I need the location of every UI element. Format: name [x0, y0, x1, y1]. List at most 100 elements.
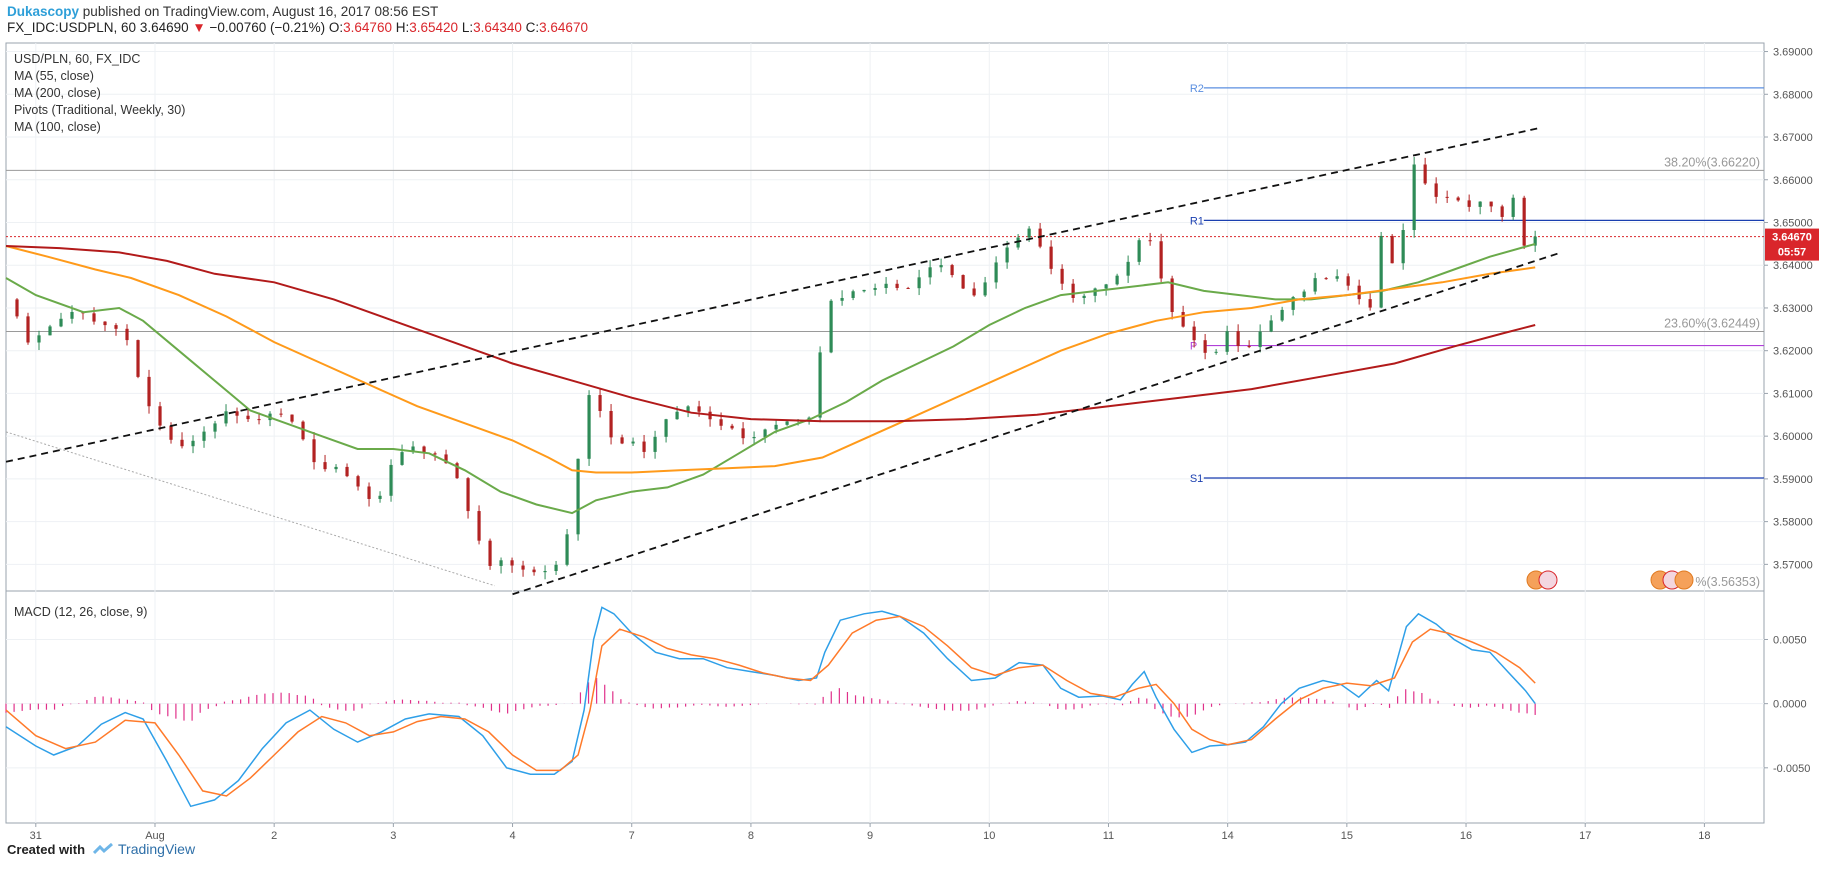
legend-pivots: Pivots (Traditional, Weekly, 30) [14, 103, 185, 117]
moving-averages [5, 242, 1536, 515]
publish-info: Dukascopy published on TradingView.com, … [7, 4, 438, 20]
time-tick-label: 15 [1341, 830, 1353, 842]
candle-body [422, 446, 426, 454]
candle-body [1445, 196, 1449, 198]
candle-body [1269, 320, 1273, 332]
time-tick-label: 9 [867, 830, 873, 842]
candle-body [37, 335, 41, 343]
open-label: O: [328, 20, 344, 35]
fib-levels: 38.20%(3.66220) 23.60%(3.62449) %(3.56353) [6, 155, 1764, 589]
channel-line [512, 251, 1562, 596]
candle-body [686, 406, 690, 412]
time-tick-label: 7 [629, 830, 635, 842]
macd-tick-label: 0.0050 [1773, 634, 1807, 646]
candle-body [1324, 278, 1328, 280]
price-tick-label: 3.57000 [1773, 559, 1813, 571]
candle-body [851, 291, 855, 298]
candle-body [1236, 331, 1240, 346]
trend-channel [5, 127, 1562, 596]
candle-body [1346, 276, 1350, 286]
candle-body [136, 340, 140, 377]
us-flag-icon[interactable] [1538, 570, 1558, 590]
candle-body [829, 300, 833, 353]
candle-body [1368, 299, 1372, 308]
price-tick-label: 3.64000 [1773, 260, 1813, 272]
tradingview-brand: TradingView [118, 841, 196, 857]
dotted-trend-line [5, 431, 495, 587]
candle-body [180, 439, 184, 447]
time-tick-label: 2 [271, 830, 277, 842]
price-tick-label: 3.63000 [1773, 303, 1813, 315]
time-tick-label: 8 [748, 830, 754, 842]
candle-body [653, 436, 657, 452]
candle-body [1005, 247, 1009, 263]
pivot-label: R1 [1190, 215, 1204, 227]
candle-body [257, 419, 261, 421]
candle-body [334, 466, 338, 470]
tradingview-link[interactable]: TradingView [93, 841, 195, 857]
candle-body [455, 463, 459, 479]
candle-body [1093, 288, 1097, 296]
open-value: 3.64760 [343, 20, 392, 35]
candle-body [972, 288, 976, 296]
down-arrow-icon: ▼ [192, 20, 206, 35]
macd-axis: 0.0050 0.0000 -0.0050 [1764, 634, 1810, 775]
candle-body [312, 439, 316, 463]
candle-body [1533, 236, 1537, 246]
price-tag-box [1765, 228, 1819, 261]
ma200-line [5, 245, 1536, 423]
candle-body [939, 265, 943, 268]
legend-ma55: MA (55, close) [14, 69, 94, 83]
candle-body [1412, 164, 1416, 231]
low-value: 3.64340 [473, 20, 522, 35]
legend-ma200: MA (200, close) [14, 86, 101, 100]
candle-body [1500, 206, 1504, 217]
candle-body [917, 277, 921, 289]
price-tick-label: 3.65000 [1773, 217, 1813, 229]
symbol-label: FX_IDC:USDPLN, 60 [7, 20, 137, 35]
candle-body [1401, 230, 1405, 264]
candle-body [279, 413, 283, 415]
candle-body [1280, 309, 1284, 321]
candle-body [345, 466, 349, 477]
candle-body [499, 560, 503, 566]
candle-body [1181, 312, 1185, 327]
event-flag-icon[interactable] [1674, 570, 1694, 590]
candle-body [730, 425, 734, 429]
candle-body [15, 299, 19, 317]
candle-body [1247, 345, 1251, 348]
time-tick-label: Aug [145, 830, 165, 842]
candle-body [994, 262, 998, 283]
candle-body [444, 454, 448, 464]
grid-lines [6, 43, 1764, 823]
candle-body [48, 326, 52, 336]
candle-body [884, 283, 888, 289]
candle-body [202, 431, 206, 441]
chart-legend: USD/PLN, 60, FX_IDC MA (55, close) MA (2… [14, 52, 185, 619]
publisher-link[interactable]: Dukascopy [7, 4, 80, 19]
candle-body [1060, 268, 1064, 284]
candle-body [235, 411, 239, 416]
low-label: L: [461, 20, 474, 35]
time-tick-label: 14 [1222, 830, 1234, 842]
candle-body [532, 569, 536, 573]
candle-body [433, 453, 437, 455]
candle-body [818, 352, 822, 418]
economic-event-markers[interactable] [1526, 570, 1694, 590]
candle-body [191, 440, 195, 447]
candle-body [477, 511, 481, 541]
candle-body [367, 486, 371, 499]
candle-body [1335, 276, 1339, 279]
candle-body [1071, 283, 1075, 298]
price-tag-value: 3.64670 [1772, 232, 1812, 244]
time-tick-label: 31 [30, 830, 42, 842]
candle-body [961, 275, 965, 289]
candle-body [620, 437, 624, 444]
candle-body [983, 282, 987, 296]
legend-symbol: USD/PLN, 60, FX_IDC [14, 52, 140, 66]
time-tick-label: 11 [1103, 830, 1114, 842]
price-tick-label: 3.69000 [1773, 47, 1813, 59]
signal-line [5, 615, 1536, 797]
candle-body [719, 419, 723, 426]
